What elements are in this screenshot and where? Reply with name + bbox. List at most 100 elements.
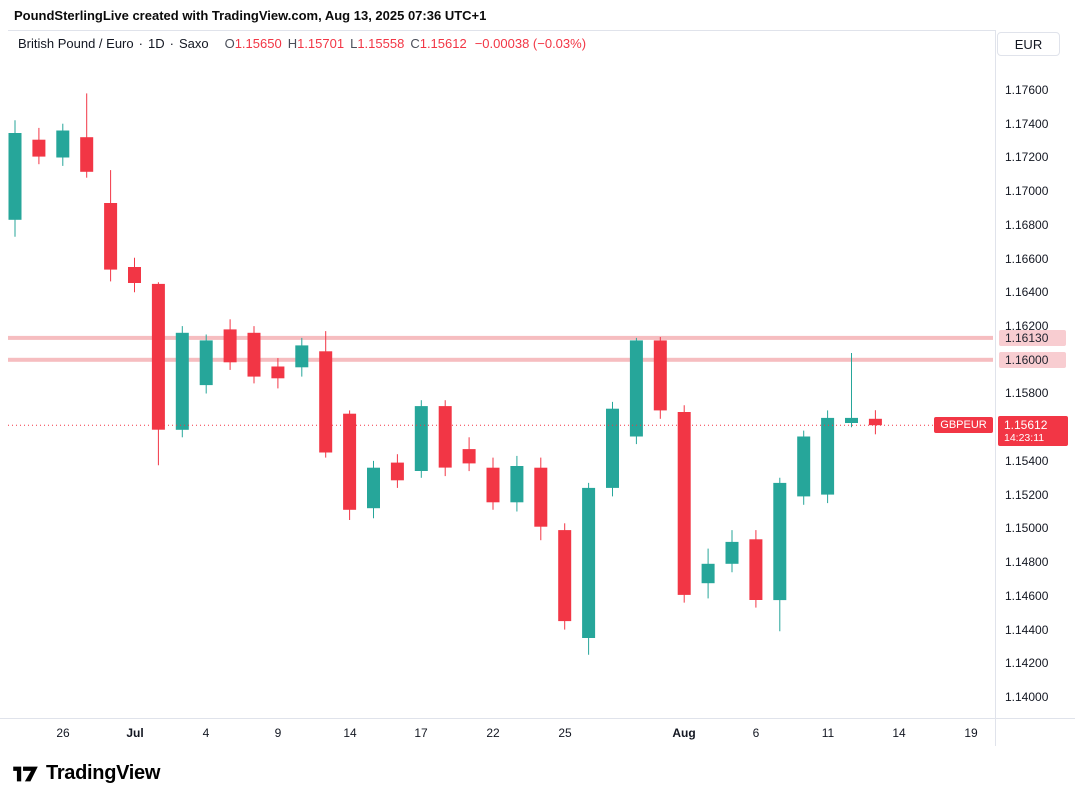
time-tick-label: 25 — [558, 726, 572, 740]
candle-body — [32, 139, 46, 157]
price-tick-label: 1.14800 — [1005, 555, 1049, 569]
time-tick-label: Jul — [126, 726, 144, 740]
low-value: 1.15558 — [357, 36, 405, 51]
bar-countdown: 14:23:11 — [1004, 432, 1045, 444]
candle-body — [80, 137, 94, 172]
legend-separator: · — [169, 36, 174, 51]
level-price-badge: 1.16000 — [999, 352, 1066, 368]
candle-body — [343, 413, 357, 510]
candle-body — [653, 340, 667, 411]
candle-body — [725, 541, 739, 564]
candle-body — [199, 340, 213, 386]
price-tick-label: 1.16600 — [1005, 252, 1049, 266]
time-tick-label: 9 — [274, 726, 282, 740]
time-tick-label: 17 — [414, 726, 428, 740]
candle-body — [104, 203, 118, 270]
price-tick-label: 1.15400 — [1005, 454, 1049, 468]
time-tick-label: 26 — [56, 726, 70, 740]
price-tick-label: 1.15200 — [1005, 488, 1049, 502]
tradingview-logo-icon — [13, 766, 38, 781]
time-tick-label: 14 — [343, 726, 357, 740]
interval-label[interactable]: 1D — [147, 36, 165, 51]
time-tick-label: 11 — [821, 726, 835, 740]
candle-body — [56, 130, 70, 158]
level-price-badge: 1.16130 — [999, 330, 1066, 346]
legend-separator: · — [138, 36, 143, 51]
price-axis-separator[interactable] — [995, 30, 996, 746]
candle-body — [534, 467, 548, 527]
attribution-text: PoundSterlingLive created with TradingVi… — [14, 8, 487, 23]
candle-body — [390, 462, 404, 481]
time-tick-label: 4 — [202, 726, 210, 740]
time-axis[interactable]: 26 Jul 4 9 14 17 22 25 Aug 6 11 14 19 — [0, 718, 996, 748]
close-value: 1.15612 — [419, 36, 467, 51]
low-label: L — [350, 36, 358, 51]
price-tick-label: 1.15800 — [1005, 386, 1049, 400]
price-tick-label: 1.17200 — [1005, 150, 1049, 164]
high-value: 1.15701 — [297, 36, 345, 51]
candle-body — [558, 530, 572, 622]
time-tick-label: 19 — [964, 726, 978, 740]
horizontal-level-line[interactable] — [8, 335, 993, 340]
price-tick-label: 1.14600 — [1005, 589, 1049, 603]
change-value: −0.00038 (−0.03%) — [474, 36, 587, 51]
price-tick-label: 1.16800 — [1005, 218, 1049, 232]
price-tick-label: 1.15000 — [1005, 521, 1049, 535]
last-price-value: 1.15612 — [1004, 418, 1048, 432]
symbol-title[interactable]: British Pound / Euro — [18, 36, 134, 51]
symbol-price-label: GBPEUR — [934, 417, 993, 433]
candle-body — [247, 332, 261, 377]
candle-body — [821, 417, 835, 495]
candle-body — [606, 408, 619, 488]
candle-body — [677, 412, 691, 595]
candle-body — [629, 340, 643, 437]
tradingview-footer-link[interactable]: TradingView — [12, 762, 160, 785]
candle-body — [271, 366, 285, 379]
open-value: 1.15650 — [234, 36, 282, 51]
candle-body — [438, 406, 452, 468]
candle-body — [128, 267, 141, 283]
candle-body — [845, 417, 858, 423]
currency-button[interactable]: EUR — [997, 32, 1060, 56]
candle-body — [797, 436, 811, 497]
price-tick-label: 1.17600 — [1005, 83, 1049, 97]
candle-body — [223, 329, 237, 363]
time-axis-separator[interactable] — [0, 718, 1075, 719]
price-tick-label: 1.17400 — [1005, 117, 1049, 131]
candle-body — [868, 418, 882, 426]
chart-top-border — [8, 30, 996, 31]
candle-body — [749, 539, 763, 600]
price-tick-label: 1.14400 — [1005, 623, 1049, 637]
price-tick-label: 1.14200 — [1005, 656, 1049, 670]
candle-body — [701, 563, 715, 584]
tradingview-brand-text: TradingView — [46, 762, 161, 784]
candle-body — [8, 133, 22, 220]
price-axis[interactable]: 1.17600 1.17400 1.17200 1.17000 1.16800 1.166… — [996, 0, 1075, 760]
price-tick-label: 1.16400 — [1005, 285, 1049, 299]
open-label: O — [224, 36, 235, 51]
candle-body — [151, 283, 165, 430]
horizontal-level-line[interactable] — [8, 357, 993, 362]
time-tick-label: Aug — [672, 726, 696, 740]
candle-body — [773, 482, 787, 601]
candle-body — [175, 332, 189, 430]
candle-body — [295, 345, 309, 368]
candle-body — [367, 467, 380, 509]
time-tick-label: 22 — [486, 726, 500, 740]
candle-body — [462, 449, 476, 464]
time-tick-label: 6 — [752, 726, 760, 740]
price-tick-label: 1.14000 — [1005, 690, 1049, 704]
last-price-badge: 1.15612 14:23:11 — [998, 416, 1068, 446]
candle-body — [414, 406, 428, 471]
time-tick-label: 14 — [892, 726, 906, 740]
high-label: H — [287, 36, 298, 51]
chart-legend: British Pound / Euro · 1D · Saxo O1.15650 H1.1… — [18, 36, 586, 51]
price-tick-label: 1.16200 — [1005, 319, 1049, 333]
data-source-label: Saxo — [178, 36, 209, 51]
candle-body — [510, 466, 524, 503]
candle-body — [486, 467, 500, 503]
candle-body — [319, 351, 333, 453]
close-label: C — [410, 36, 420, 51]
price-tick-label: 1.17000 — [1005, 184, 1049, 198]
